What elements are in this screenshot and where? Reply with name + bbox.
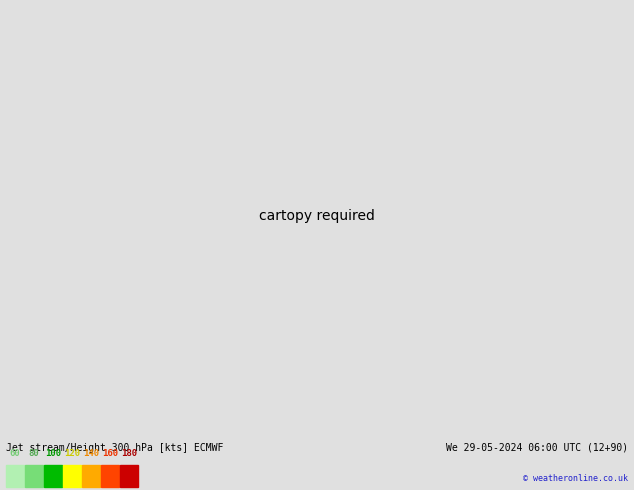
Text: © weatheronline.co.uk: © weatheronline.co.uk [522,474,628,483]
Text: cartopy required: cartopy required [259,209,375,222]
Bar [44,465,62,487]
Bar [101,465,119,487]
Text: 140: 140 [83,449,100,458]
Bar [25,465,43,487]
Text: 100: 100 [45,449,61,458]
Text: We 29-05-2024 06:00 UTC (12+90): We 29-05-2024 06:00 UTC (12+90) [446,442,628,453]
Text: 120: 120 [64,449,81,458]
Text: 180: 180 [121,449,138,458]
Bar [82,465,100,487]
Bar [63,465,81,487]
Text: 160: 160 [102,449,119,458]
Bar [120,465,138,487]
Text: Jet stream/Height 300 hPa [kts] ECMWF: Jet stream/Height 300 hPa [kts] ECMWF [6,442,224,453]
Text: 80: 80 [29,449,39,458]
Text: 60: 60 [10,449,20,458]
Bar [6,465,24,487]
